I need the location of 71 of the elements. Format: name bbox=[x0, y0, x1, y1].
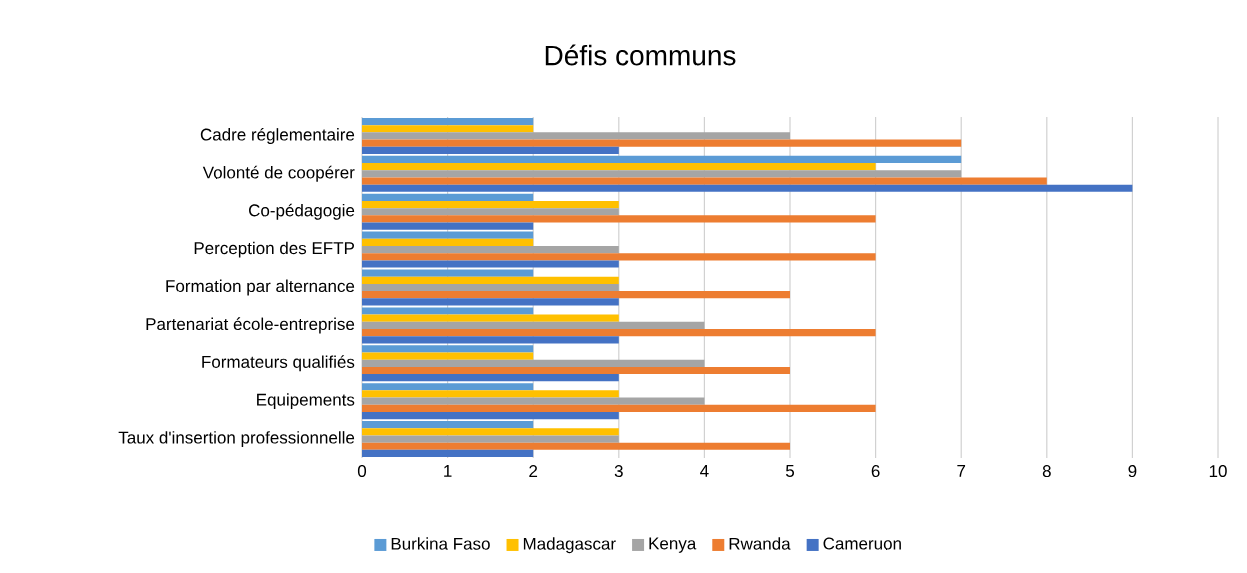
bar bbox=[362, 449, 534, 458]
x-tick-label: 6 bbox=[871, 465, 880, 478]
y-tick-label: Perception des EFTP bbox=[194, 241, 355, 258]
bar bbox=[362, 366, 791, 375]
bar bbox=[362, 359, 705, 367]
bar bbox=[362, 314, 619, 322]
bar bbox=[362, 184, 1133, 192]
bar bbox=[362, 404, 876, 412]
x-tick-label: 4 bbox=[700, 465, 709, 477]
bar bbox=[362, 215, 876, 223]
legend-label: Rwanda bbox=[729, 537, 791, 550]
bar bbox=[362, 231, 534, 239]
legend-label: Cameruon bbox=[823, 537, 901, 550]
bar bbox=[362, 117, 534, 126]
y-tick-label: Formation par alternance bbox=[166, 279, 355, 296]
legend-label: Burkina Faso bbox=[391, 537, 490, 550]
bar bbox=[362, 336, 619, 344]
y-tick-label: Cadre réglementaire bbox=[200, 127, 355, 144]
x-tick-label: 2 bbox=[529, 465, 538, 477]
bar bbox=[362, 328, 876, 337]
chart-title: Défis communs bbox=[545, 44, 736, 66]
bar bbox=[362, 352, 534, 360]
bar bbox=[362, 139, 962, 147]
y-tick-label: Equipements bbox=[257, 393, 355, 410]
bar bbox=[362, 177, 1047, 185]
bar bbox=[362, 411, 619, 420]
bar bbox=[362, 125, 534, 133]
x-tick-label: 10 bbox=[1209, 465, 1227, 478]
bar bbox=[362, 421, 534, 429]
bar bbox=[362, 260, 619, 268]
x-tick-label: 8 bbox=[1042, 465, 1051, 478]
bar bbox=[362, 146, 619, 154]
bar bbox=[362, 321, 705, 329]
bar bbox=[362, 435, 619, 443]
y-tick-label: Taux d'insertion professionnelle bbox=[118, 431, 355, 447]
bar bbox=[362, 155, 962, 164]
bar bbox=[362, 170, 962, 178]
bar bbox=[362, 132, 791, 140]
x-tick-label: 7 bbox=[957, 465, 966, 477]
legend-label: Madagascar bbox=[523, 537, 616, 554]
x-tick-label: 5 bbox=[785, 465, 795, 477]
bar bbox=[362, 397, 705, 405]
bar bbox=[362, 428, 619, 436]
legend-label: Kenya bbox=[649, 537, 697, 553]
bar bbox=[362, 238, 534, 247]
bar bbox=[362, 390, 619, 398]
bar bbox=[362, 291, 791, 299]
bar bbox=[362, 283, 619, 292]
x-tick-label: 9 bbox=[1128, 465, 1137, 478]
y-tick-label: Formateurs qualifiés bbox=[202, 355, 355, 372]
x-tick-label: 0 bbox=[357, 465, 367, 478]
bar bbox=[362, 374, 619, 382]
x-tick-label: 1 bbox=[444, 465, 452, 477]
bar bbox=[362, 253, 876, 261]
bar bbox=[362, 269, 534, 277]
bar bbox=[362, 442, 791, 450]
bar bbox=[362, 276, 619, 284]
bar bbox=[362, 163, 876, 171]
bar bbox=[362, 345, 534, 353]
bar bbox=[362, 222, 534, 230]
bar bbox=[362, 383, 534, 391]
bar bbox=[362, 298, 619, 306]
x-tick-label: 3 bbox=[614, 465, 623, 478]
bar bbox=[362, 200, 619, 209]
bar bbox=[362, 246, 619, 254]
y-tick-label: Volonté de coopérer bbox=[202, 165, 355, 182]
bar bbox=[362, 208, 619, 216]
y-tick-label: Partenariat école-entreprise bbox=[146, 317, 355, 334]
bar bbox=[362, 193, 534, 201]
y-tick-label: Co-pédagogie bbox=[249, 203, 355, 220]
bar bbox=[362, 307, 534, 315]
